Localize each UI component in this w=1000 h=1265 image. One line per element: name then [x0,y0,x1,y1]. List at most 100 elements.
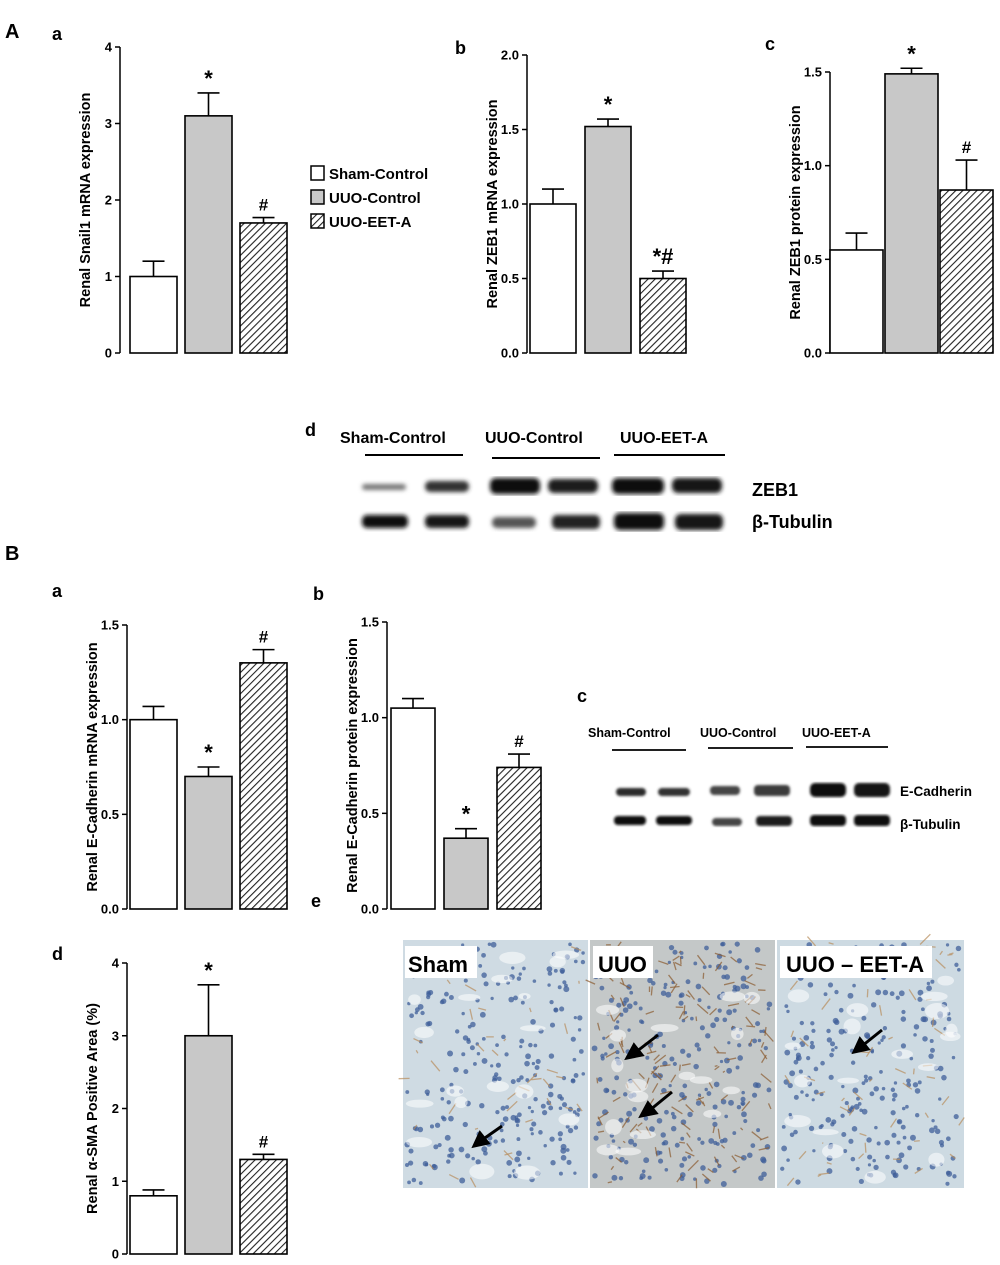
nucleus-dot [952,1174,957,1179]
y-tick-label: 1.5 [361,615,379,630]
nucleus-dot [857,1102,862,1106]
tubule-lumen [558,1113,580,1126]
nucleus-dot [439,1087,445,1093]
nucleus-dot [809,1044,815,1050]
stain-fiber [755,962,766,967]
nucleus-dot [915,1113,920,1118]
stain-fiber [607,1181,613,1184]
nucleus-dot [490,941,497,948]
nucleus-dot [605,1088,610,1093]
nucleus-dot [831,1119,837,1125]
nucleus-dot [732,984,737,990]
nucleus-dot [559,1006,565,1012]
nucleus-dot [869,1091,875,1097]
nucleus-dot [700,1140,705,1145]
nucleus-dot [720,942,725,947]
bar-2 [584,125,632,354]
stain-fiber [597,1111,610,1120]
nucleus-dot [665,991,672,998]
nucleus-dot [559,1096,564,1101]
nucleus-dot [803,1034,810,1041]
nucleus-dot [866,1137,872,1143]
nucleus-dot [525,1078,530,1082]
nucleus-dot [700,1165,706,1171]
nucleus-dot [614,1025,620,1031]
stain-fiber [935,958,946,969]
nucleus-dot [834,1046,838,1050]
stain-fiber [868,1078,873,1083]
nucleus-dot [593,1135,599,1141]
y-axis-label: Renal E-Cadherin mRNA expression [85,642,101,891]
nucleus-dot [909,1056,914,1061]
nucleus-dot [687,1155,692,1159]
tubule-lumen [406,1136,433,1148]
blot-a-bands-tubulin [362,513,723,530]
significance-mark: # [259,1132,269,1151]
nucleus-dot [515,1123,520,1127]
micrograph-group: Sham UUO UUO – EET-A [398,933,965,1189]
nucleus-dot [720,1098,727,1105]
nucleus-dot [660,1132,666,1138]
nucleus-dot [726,1009,733,1016]
nucleus-dot [861,1081,866,1086]
nucleus-dot [695,1100,702,1106]
nucleus-dot [889,991,895,997]
tubule-lumen [615,1147,642,1156]
nucleus-dot [663,982,668,987]
stain-fiber [730,956,738,963]
nucleus-dot [840,1113,845,1118]
nucleus-dot [561,1102,568,1108]
y-axis-label: Renal Snail1 mRNA expression [78,93,94,308]
bar-2 [184,775,233,910]
nucleus-dot [786,1009,790,1014]
bar-1 [129,275,178,354]
nucleus-dot [591,1045,598,1052]
nucleus-dot [930,1047,935,1053]
nucleus-dot [525,1053,531,1060]
nucleus-dot [736,958,742,964]
tubule-lumen [787,989,810,1003]
bar-1 [390,707,436,910]
stain-fiber [720,1094,729,1101]
nucleus-dot [572,1057,577,1062]
nucleus-dot [643,1116,649,1121]
nucleus-dot [547,971,553,976]
nucleus-dot [833,1019,840,1025]
nucleus-dot [719,1139,725,1144]
bar-1 [129,718,178,910]
stain-fiber [674,961,682,967]
stain-fiber [464,984,477,992]
nucleus-dot [679,1091,685,1098]
nucleus-dot [789,1132,795,1138]
nucleus-dot [533,1097,538,1102]
nucleus-dot [928,1053,934,1059]
nucleus-dot [793,1129,798,1135]
stain-fiber [531,1077,542,1081]
stain-fiber [786,1177,795,1187]
significance-mark: # [514,732,524,751]
arrow-uuo-2 [649,1090,673,1112]
tubule-lumen [625,1078,648,1093]
nucleus-dot [516,1150,522,1157]
tubule-lumen [920,991,948,1002]
stain-fiber [469,1177,477,1188]
nucleus-dot [672,1061,677,1067]
nucleus-dot [864,1078,869,1083]
stain-fiber [546,1097,552,1106]
nucleus-dot [900,1016,907,1022]
nucleus-dot [704,945,709,951]
stain-fiber [755,967,763,971]
nucleus-dot [448,995,454,1000]
stain-fiber [695,1016,698,1022]
nucleus-dot [793,1094,799,1100]
nucleus-dot [781,1124,786,1129]
nucleus-dot [557,985,562,990]
nucleus-dot [713,1081,720,1088]
stain-fiber [618,1042,625,1054]
nucleus-dot [615,1049,620,1055]
nucleus-dot [841,1084,845,1089]
nucleus-dot [708,1138,715,1144]
nucleus-dot [751,1092,758,1098]
tubule-lumen [469,1163,495,1180]
